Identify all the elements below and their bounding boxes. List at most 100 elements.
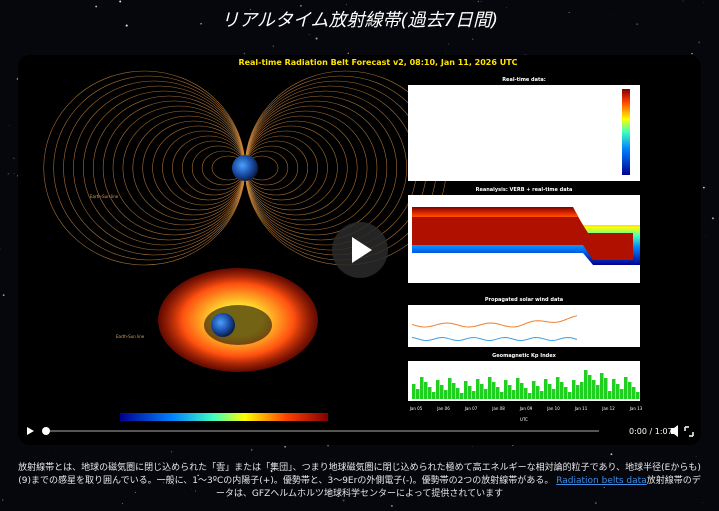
star [9, 125, 10, 126]
star [13, 173, 15, 175]
kp-bar [588, 375, 592, 399]
kp-bar [564, 387, 568, 399]
kp-bar [464, 381, 468, 399]
kp-bar [436, 380, 440, 399]
kp-bar [468, 386, 472, 399]
data-link[interactable]: Radiation belts data [556, 476, 647, 486]
fullscreen-button[interactable] [684, 426, 694, 437]
date-tick-label: Jan 07 [464, 406, 478, 411]
kp-bar [572, 380, 576, 399]
field-line [244, 85, 417, 251]
kp-bar [440, 385, 444, 399]
progress-bar[interactable] [44, 430, 599, 432]
progress-handle[interactable] [42, 427, 50, 435]
kp-bar [632, 387, 636, 399]
star [194, 490, 197, 492]
kp-bar [512, 390, 516, 399]
kp-bar [416, 389, 420, 399]
field-line [73, 85, 246, 251]
kp-bar [484, 389, 488, 399]
description: 放射線帯とは、地球の磁気圏に閉じ込められた「雲」または「集団」、つまり地球磁気圏… [14, 462, 705, 501]
star [143, 478, 146, 480]
kp-bar [608, 391, 612, 399]
star [300, 5, 302, 7]
kp-bar [448, 378, 452, 399]
kp-bar [532, 381, 536, 399]
star [121, 18, 122, 20]
kp-bar [488, 377, 492, 399]
kp-bar [460, 393, 464, 399]
field-line [244, 95, 398, 241]
date-tick-label: Jan 13 [629, 406, 643, 411]
description-text: 放射線帯とは、地球の磁気圏に閉じ込められた「雲」または「集団」、つまり地球磁気圏… [18, 463, 701, 486]
star [477, 0, 479, 3]
kp-bar [480, 384, 484, 399]
star [703, 2, 705, 3]
date-tick-label: Jan 12 [601, 406, 615, 411]
kp-bar [536, 386, 540, 399]
star [7, 173, 10, 175]
volume-button[interactable] [671, 425, 678, 437]
star [637, 483, 639, 485]
star [347, 52, 349, 54]
star [506, 7, 507, 8]
kp-bar [620, 389, 624, 399]
star [512, 445, 514, 447]
field-line [244, 115, 358, 221]
play-control[interactable] [27, 427, 34, 435]
kp-bar [456, 388, 460, 399]
kp-bar [516, 378, 520, 399]
kp-bar [476, 379, 480, 399]
star [636, 23, 639, 25]
star [13, 157, 15, 160]
description-text: 放射線帯のデータは、GFZヘルムホルツ地球科学センターによって提供されています [215, 476, 701, 499]
kp-bar [472, 391, 476, 399]
star [329, 473, 332, 476]
earth [211, 313, 235, 337]
star [162, 482, 164, 484]
frame-title: Real-time Radiation Belt Forecast v2, 08… [238, 58, 517, 67]
kp-bar [432, 392, 436, 399]
star [121, 503, 124, 505]
field-line [244, 80, 427, 256]
kp-bar [580, 382, 584, 399]
kp-bar [596, 385, 600, 399]
star [328, 493, 331, 496]
star [250, 448, 253, 451]
page-title: リアルタイム放射線帯(過去7日間) [221, 10, 498, 31]
star [308, 34, 310, 35]
kp-bar [560, 382, 564, 399]
star [603, 486, 605, 489]
field-line [152, 125, 246, 211]
kp-bar [552, 389, 556, 399]
star [346, 4, 348, 6]
kp-bar [600, 373, 604, 399]
field-line [244, 100, 388, 236]
star [135, 491, 136, 493]
solar-wind-line [411, 336, 578, 341]
star [391, 505, 393, 507]
reanalysis-core [412, 217, 633, 260]
panel-title: Real-time data: [502, 77, 546, 83]
field-line [92, 95, 246, 241]
video-player[interactable]: Real-time Radiation Belt Forecast v2, 08… [18, 55, 701, 445]
star [703, 186, 705, 189]
star [354, 26, 356, 28]
earth [232, 155, 258, 181]
kp-bar [520, 383, 524, 399]
field-line [43, 70, 246, 266]
date-axis: Jan 05 Jan 06 Jan 07 Jan 08 Jan 09 Jan 10 Jan … [409, 406, 643, 411]
panel-title: Reanalysis: VERB + real-time data [476, 187, 573, 193]
field-line [102, 100, 246, 236]
kp-bar [496, 387, 500, 399]
kp-bar [428, 387, 432, 399]
kp-bar [452, 383, 456, 399]
star [55, 449, 56, 451]
time-display: 0:00 / 1:07 [629, 427, 673, 436]
star [95, 5, 98, 8]
star [398, 11, 400, 13]
field-line [244, 120, 348, 216]
star [170, 451, 173, 453]
star [594, 502, 597, 504]
